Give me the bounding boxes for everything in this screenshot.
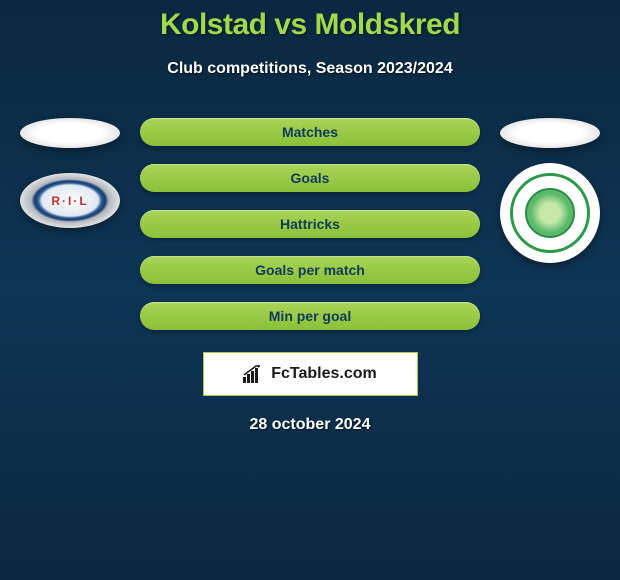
player-left-column: R·I·L: [10, 118, 130, 228]
club-badge-left-text: R·I·L: [51, 194, 88, 208]
site-logo-text: FcTables.com: [271, 365, 377, 383]
player-right-placeholder: [500, 118, 600, 148]
player-right-column: [490, 118, 610, 263]
club-badge-right[interactable]: [500, 163, 600, 263]
stat-matches-button[interactable]: Matches: [140, 118, 480, 146]
stat-goals-button[interactable]: Goals: [140, 164, 480, 192]
page-title: Kolstad vs Moldskred: [160, 8, 460, 42]
comparison-row: R·I·L Matches Goals Hattricks Goals per …: [0, 118, 620, 330]
club-badge-right-core: [525, 188, 575, 238]
date-label: 28 october 2024: [250, 416, 371, 434]
bars-icon: [243, 365, 265, 383]
club-badge-right-ring: [510, 173, 590, 253]
widget-container: Kolstad vs Moldskred Club competitions, …: [0, 0, 620, 434]
club-badge-left[interactable]: R·I·L: [20, 173, 120, 228]
player-left-placeholder: [20, 118, 120, 148]
stat-button-list: Matches Goals Hattricks Goals per match …: [140, 118, 480, 330]
stat-goals-per-match-button[interactable]: Goals per match: [140, 256, 480, 284]
subtitle: Club competitions, Season 2023/2024: [167, 60, 452, 78]
site-logo[interactable]: FcTables.com: [203, 352, 418, 396]
stat-min-per-goal-button[interactable]: Min per goal: [140, 302, 480, 330]
stat-hattricks-button[interactable]: Hattricks: [140, 210, 480, 238]
